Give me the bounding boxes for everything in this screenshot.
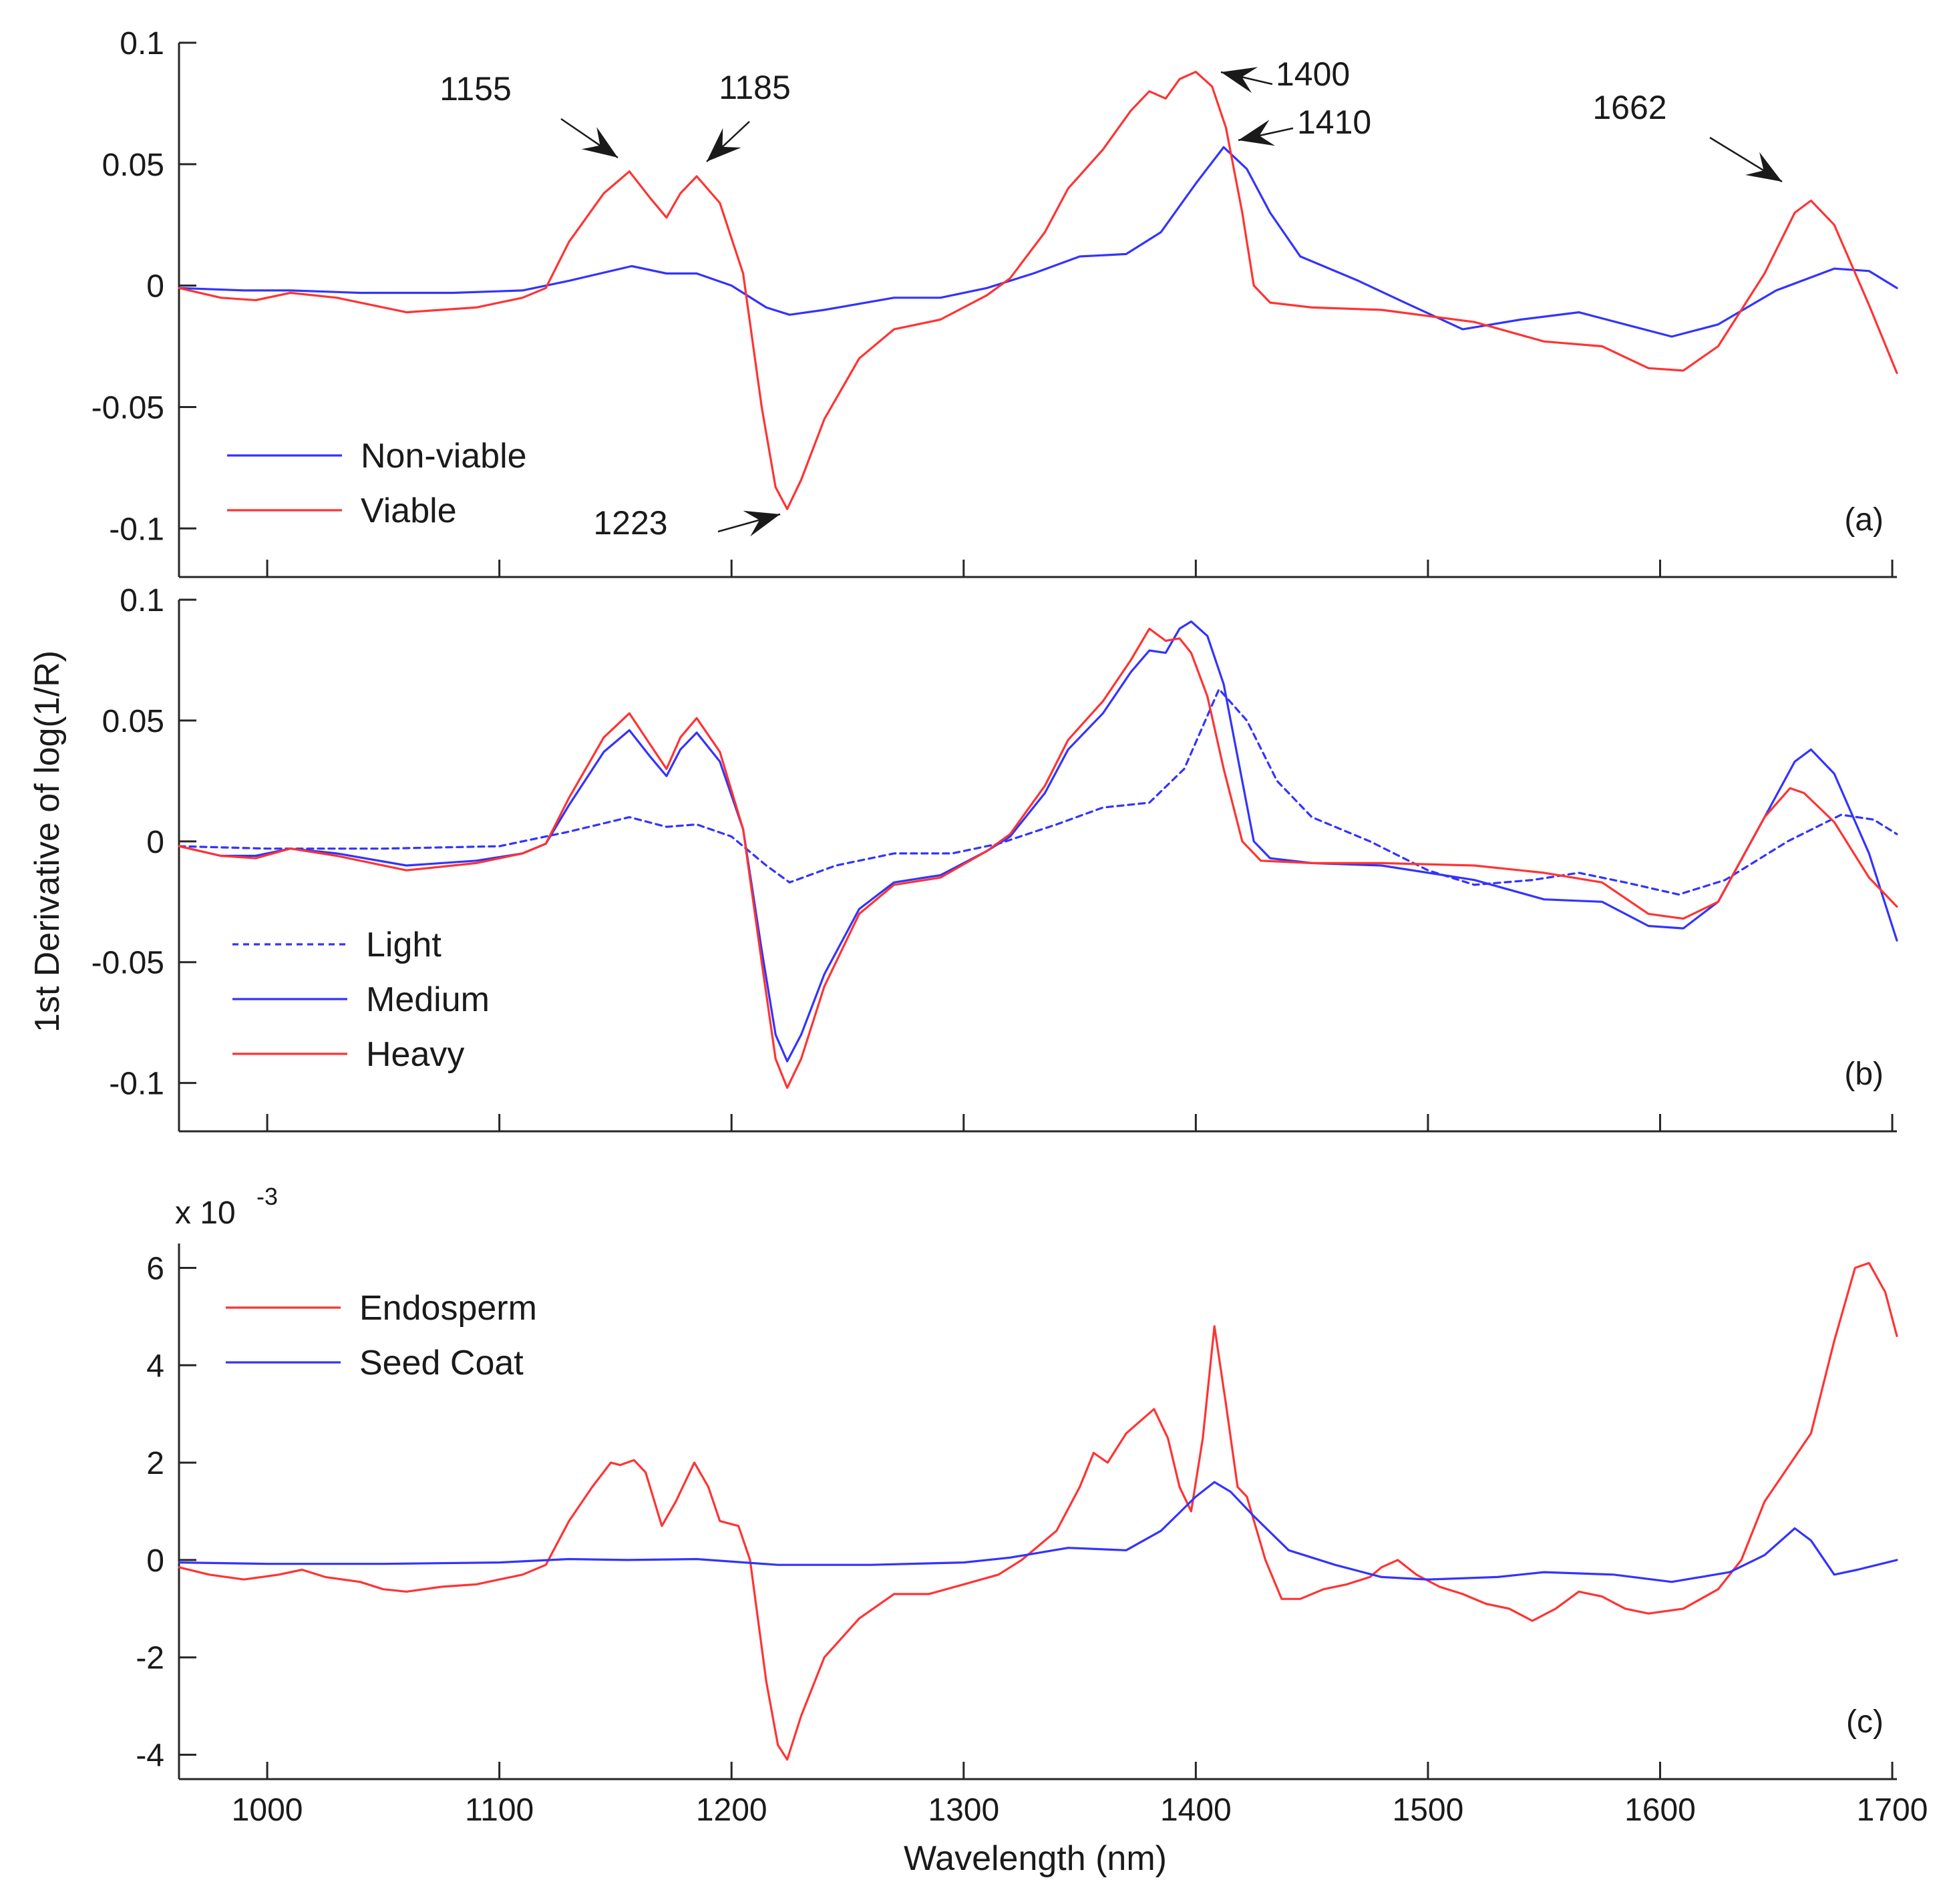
x-tick-label: 1100 (465, 1792, 534, 1828)
y-tick-label: 6 (146, 1251, 164, 1286)
annotation-label: 1400 (1276, 55, 1350, 93)
y-tick-label: 0 (146, 1543, 164, 1579)
y-tick-label: 0.05 (102, 148, 164, 183)
y-tick-label: 4 (146, 1348, 164, 1384)
series-line-medium (178, 620, 1898, 1063)
legend: Endosperm Seed Coat (226, 1289, 537, 1382)
y-tick-label: 0 (146, 269, 164, 305)
series-line-non-viable (178, 146, 1898, 338)
x-tick-label: 1300 (928, 1792, 999, 1828)
annotation: 1155 (439, 70, 618, 159)
annotation-label: 1662 (1592, 89, 1666, 126)
series-line-light (178, 688, 1898, 896)
annotation: 1662 (1592, 89, 1783, 183)
y-tick-label: 0.1 (120, 583, 164, 618)
legend: Non-viable Viable (227, 437, 527, 530)
y-tick-label: 0 (146, 825, 164, 860)
y-tick-label: -2 (136, 1641, 164, 1676)
x-tick-label: 1000 (232, 1792, 303, 1828)
y-axis-title: 1st Derivative of log(1/R) (28, 650, 67, 1032)
exponent-power: -3 (256, 1183, 278, 1210)
panel-c: -4 -2 0 2 4 6 1000 1100 1200 1300 1400 1500 1600 1700… (136, 1183, 1928, 1828)
legend-label: Heavy (366, 1035, 464, 1074)
x-axis-title: Wavelength (nm) (904, 1839, 1167, 1878)
panel-label: (b) (1844, 1057, 1884, 1092)
annotation: 1410 (1238, 104, 1371, 146)
legend-label: Endosperm (359, 1289, 537, 1328)
y-tick-label: 0.1 (120, 26, 164, 61)
legend: Light Medium Heavy (232, 926, 490, 1074)
y-tick-label: -0.05 (92, 946, 164, 981)
panel-a: -0.1 -0.05 0 0.05 0.1 Non-viable Viable (a) 1155… (92, 26, 1898, 578)
legend-label: Light (366, 926, 441, 964)
y-tick-label: 0.05 (102, 704, 164, 739)
annotation: 1185 (706, 69, 791, 162)
legend-label: Seed Coat (359, 1344, 524, 1382)
y-tick-label: -0.1 (109, 1067, 164, 1102)
panel-label: (c) (1846, 1704, 1884, 1740)
series-line-seed-coat (178, 1481, 1898, 1583)
annotation-arrow-head (1238, 120, 1276, 146)
annotation-label: 1410 (1297, 104, 1371, 141)
x-tick-label: 1200 (696, 1792, 767, 1828)
x-tick-label: 1400 (1160, 1792, 1232, 1828)
exponent-label: x 10 (175, 1195, 236, 1231)
annotation-label: 1185 (719, 69, 791, 106)
annotation-arrow-head (1745, 152, 1782, 182)
legend-label: Medium (366, 980, 490, 1019)
panel-b: -0.1 -0.05 0 0.05 0.1 Light Medium Heavy (b) (92, 583, 1898, 1133)
annotation: 1223 (593, 504, 781, 542)
x-tick-label: 1700 (1857, 1792, 1928, 1828)
series-line-viable (178, 71, 1898, 510)
annotation-label: 1155 (439, 70, 512, 108)
y-tick-label: -0.05 (92, 390, 164, 425)
panel-label: (a) (1844, 502, 1884, 538)
legend-label: Non-viable (361, 437, 527, 475)
annotation-arrow-head (707, 128, 741, 162)
series-line-endosperm (178, 1262, 1898, 1761)
y-tick-label: 2 (146, 1446, 164, 1481)
annotation-arrow-head (743, 510, 780, 537)
annotation-label: 1223 (593, 504, 667, 542)
y-tick-label: -0.1 (109, 512, 164, 547)
annotation-arrow-head (1221, 67, 1258, 93)
y-tick-label: -4 (136, 1738, 164, 1774)
x-tick-label: 1600 (1624, 1792, 1696, 1828)
annotation: 1400 (1220, 55, 1350, 93)
annotation-arrow-head (581, 127, 618, 158)
x-tick-label: 1500 (1393, 1792, 1464, 1828)
legend-label: Viable (361, 492, 457, 530)
series-line-heavy (178, 627, 1898, 1089)
